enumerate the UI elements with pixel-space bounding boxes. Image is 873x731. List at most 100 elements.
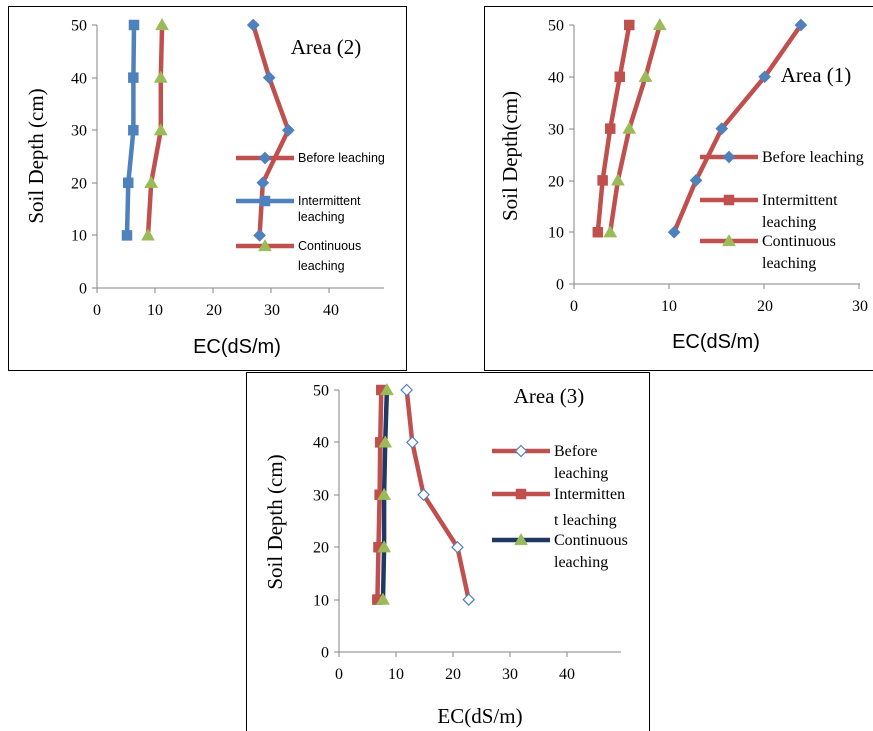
- x-tick-label: 0: [93, 302, 101, 319]
- y-tick-label: 30: [313, 488, 329, 505]
- y-tick-label: 20: [313, 540, 329, 557]
- chart-frame: [484, 6, 873, 371]
- data-point-series-2: [624, 19, 635, 31]
- legend-label-2: Intermittent leaching: [762, 192, 838, 231]
- data-point-series-2: [592, 226, 604, 238]
- chart-panel-3: 0 10 20 30 40 50 0 10 20 30 40 Area (3) EC(dS/m) Soil…: [246, 372, 650, 731]
- data-point-series-3: [622, 121, 637, 134]
- y-tick-label: 30: [71, 123, 87, 140]
- data-point-series-1: [417, 488, 430, 502]
- data-point-series-1: [281, 123, 295, 137]
- data-point-series-2: [128, 19, 140, 31]
- data-point-series-1: [689, 174, 703, 187]
- legend-label-1: Before leaching: [554, 443, 608, 482]
- x-tick-label: 10: [388, 666, 404, 683]
- data-point-series-3: [380, 382, 394, 396]
- legend-swatch-marker-2: [723, 194, 735, 206]
- x-tick-label: 30: [852, 298, 868, 315]
- x-tick-label: 20: [445, 666, 461, 683]
- x-axis-title: EC(dS/m): [672, 331, 760, 353]
- chart-frame: [8, 6, 407, 371]
- legend-swatch-marker-3: [258, 238, 272, 252]
- data-point-series-1: [667, 225, 681, 239]
- y-tick-label: 20: [548, 174, 564, 191]
- data-point-series-1: [451, 540, 464, 554]
- legend-swatch-marker-1: [722, 150, 736, 164]
- chart-frame: [246, 372, 650, 731]
- data-point-series-3: [155, 17, 169, 31]
- y-axis-title: Soil Depth (cm): [263, 454, 287, 589]
- y-tick-label: 10: [548, 225, 564, 242]
- data-point-series-1: [405, 436, 419, 449]
- legend-swatch-marker-1: [514, 444, 528, 458]
- data-point-series-1: [794, 18, 808, 32]
- data-point-series-2: [128, 72, 139, 83]
- x-tick-label: 30: [264, 302, 280, 319]
- y-axis-title: Soil Depth (cm): [24, 88, 48, 223]
- series-line-1: [404, 389, 471, 601]
- data-point-series-3: [153, 70, 168, 83]
- y-tick-label: 40: [71, 71, 87, 88]
- legend-label-1: Before leaching: [762, 149, 864, 166]
- x-tick-label: 0: [335, 666, 343, 683]
- y-tick-label: 0: [556, 277, 564, 294]
- data-point-series-1: [262, 71, 276, 84]
- data-point-series-3: [378, 435, 393, 448]
- data-point-series-3: [652, 17, 667, 31]
- legend-label-3: Continuous leaching: [554, 532, 628, 571]
- data-point-series-2: [604, 123, 616, 134]
- x-axis-title: EC(dS/m): [437, 704, 522, 728]
- x-tick-label: 20: [757, 298, 773, 315]
- y-tick-label: 0: [321, 645, 329, 662]
- legend-label-1: Before leaching: [298, 151, 385, 165]
- data-point-series-1: [400, 383, 414, 397]
- chart-title: Area (2): [291, 35, 362, 59]
- data-point-series-1: [253, 229, 266, 242]
- y-tick-label: 40: [313, 435, 329, 452]
- data-point-series-1: [758, 70, 772, 84]
- data-point-series-2: [597, 175, 608, 186]
- chart-title: Area (1): [781, 63, 852, 87]
- legend-label-2: Intermitten t leaching: [554, 486, 625, 529]
- data-point-series-2: [614, 71, 626, 83]
- data-point-series-3: [144, 175, 159, 188]
- x-tick-label: 10: [147, 302, 163, 319]
- chart-title: Area (3): [514, 384, 585, 408]
- data-point-series-2: [123, 177, 134, 189]
- data-point-series-1: [715, 122, 729, 135]
- data-point-series-1: [256, 176, 270, 190]
- data-point-series-3: [610, 173, 625, 186]
- x-tick-label: 0: [570, 298, 578, 315]
- y-axis-title: Soil Depth(cm): [498, 91, 522, 221]
- chart-panel-2: 0 10 20 30 40 50 0 10 20 30 Area (1) EC(dS/m) Soil D…: [484, 6, 873, 371]
- x-tick-label: 20: [206, 302, 222, 319]
- legend: Before leaching Intermittent leachingConti…: [700, 149, 864, 272]
- legend: Before leaching Intermittent leaching Conti…: [236, 151, 385, 273]
- x-tick-label: 30: [502, 666, 518, 683]
- chart-panel-1: 0 10 20 30 40 50 0 10 20 30 40 Area (2) EC(dS/m) Soil…: [8, 6, 407, 371]
- data-point-series-3: [377, 540, 392, 553]
- legend: Before leaching Intermitten t leachingConti…: [492, 443, 628, 571]
- y-tick-label: 30: [548, 122, 564, 139]
- y-tick-label: 40: [548, 70, 564, 87]
- data-point-series-3: [141, 228, 155, 241]
- legend-label-3: Continuous leaching: [298, 239, 361, 273]
- data-point-series-3: [376, 592, 390, 605]
- legend-label-2: Intermittent leaching: [298, 194, 361, 224]
- series-line-3: [607, 24, 662, 233]
- y-tick-label: 50: [548, 18, 564, 35]
- x-axis-title: EC(dS/m): [193, 336, 281, 358]
- legend-swatch-marker-3: [722, 233, 736, 247]
- y-tick-label: 20: [71, 176, 87, 193]
- data-point-series-3: [153, 123, 168, 136]
- legend-label-3: Continuous leaching: [762, 233, 836, 272]
- x-tick-label: 40: [323, 302, 339, 319]
- y-tick-label: 0: [79, 281, 87, 298]
- data-point-series-1: [246, 18, 260, 32]
- data-point-series-2: [128, 124, 139, 136]
- y-tick-label: 10: [313, 593, 329, 610]
- x-tick-label: 40: [559, 666, 575, 683]
- data-point-series-3: [638, 69, 653, 82]
- legend-swatch-marker-2: [515, 488, 527, 500]
